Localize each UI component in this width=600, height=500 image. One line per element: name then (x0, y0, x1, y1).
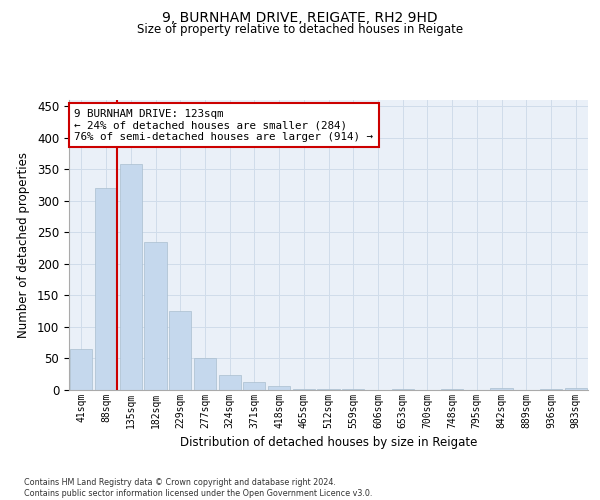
X-axis label: Distribution of detached houses by size in Reigate: Distribution of detached houses by size … (180, 436, 477, 450)
Bar (268, 386, 290, 390)
Bar (490, 388, 512, 390)
Bar (70, 349, 92, 390)
Bar (243, 382, 265, 390)
Bar (194, 358, 216, 390)
Bar (218, 375, 241, 390)
Bar (169, 311, 191, 390)
Text: 9 BURNHAM DRIVE: 123sqm
← 24% of detached houses are smaller (284)
76% of semi-d: 9 BURNHAM DRIVE: 123sqm ← 24% of detache… (74, 108, 373, 142)
Bar (145, 242, 167, 390)
Text: Size of property relative to detached houses in Reigate: Size of property relative to detached ho… (137, 23, 463, 36)
Bar (119, 164, 142, 390)
Bar (565, 388, 587, 390)
Text: Contains HM Land Registry data © Crown copyright and database right 2024.
Contai: Contains HM Land Registry data © Crown c… (24, 478, 373, 498)
Bar (95, 188, 117, 390)
Text: 9, BURNHAM DRIVE, REIGATE, RH2 9HD: 9, BURNHAM DRIVE, REIGATE, RH2 9HD (162, 11, 438, 25)
Bar (293, 388, 315, 390)
Y-axis label: Number of detached properties: Number of detached properties (17, 152, 30, 338)
